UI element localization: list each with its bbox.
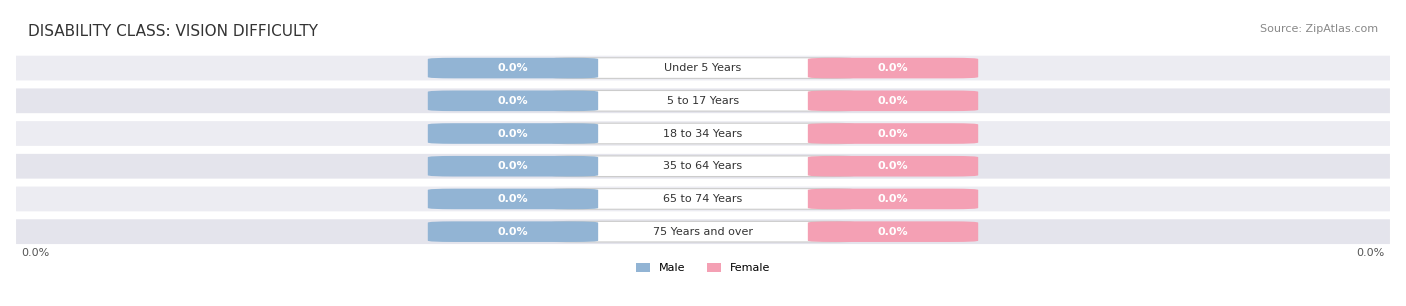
Legend: Male, Female: Male, Female	[631, 259, 775, 278]
Text: 65 to 74 Years: 65 to 74 Years	[664, 194, 742, 204]
FancyBboxPatch shape	[15, 153, 1391, 180]
Text: 0.0%: 0.0%	[877, 161, 908, 171]
FancyBboxPatch shape	[553, 188, 853, 209]
FancyBboxPatch shape	[427, 156, 598, 177]
FancyBboxPatch shape	[553, 156, 853, 177]
FancyBboxPatch shape	[553, 91, 853, 111]
FancyBboxPatch shape	[15, 55, 1391, 81]
FancyBboxPatch shape	[808, 221, 979, 242]
FancyBboxPatch shape	[808, 188, 979, 209]
Text: 0.0%: 0.0%	[498, 161, 529, 171]
FancyBboxPatch shape	[15, 120, 1391, 147]
Text: 0.0%: 0.0%	[877, 129, 908, 139]
Text: 5 to 17 Years: 5 to 17 Years	[666, 96, 740, 106]
Text: 18 to 34 Years: 18 to 34 Years	[664, 129, 742, 139]
FancyBboxPatch shape	[808, 58, 979, 78]
FancyBboxPatch shape	[427, 58, 598, 78]
Text: Under 5 Years: Under 5 Years	[665, 63, 741, 73]
FancyBboxPatch shape	[553, 123, 853, 144]
FancyBboxPatch shape	[808, 91, 979, 111]
FancyBboxPatch shape	[427, 123, 598, 144]
Text: 0.0%: 0.0%	[877, 63, 908, 73]
Text: Source: ZipAtlas.com: Source: ZipAtlas.com	[1260, 24, 1378, 35]
FancyBboxPatch shape	[15, 218, 1391, 245]
Text: 0.0%: 0.0%	[877, 194, 908, 204]
Text: 0.0%: 0.0%	[498, 194, 529, 204]
Text: 0.0%: 0.0%	[877, 96, 908, 106]
Text: 0.0%: 0.0%	[877, 227, 908, 237]
Text: 0.0%: 0.0%	[498, 63, 529, 73]
Text: 0.0%: 0.0%	[498, 96, 529, 106]
Text: 0.0%: 0.0%	[21, 248, 49, 258]
Text: 75 Years and over: 75 Years and over	[652, 227, 754, 237]
FancyBboxPatch shape	[808, 123, 979, 144]
Text: 0.0%: 0.0%	[498, 129, 529, 139]
Text: 0.0%: 0.0%	[1357, 248, 1385, 258]
FancyBboxPatch shape	[553, 221, 853, 242]
FancyBboxPatch shape	[553, 58, 853, 78]
FancyBboxPatch shape	[427, 188, 598, 209]
Text: DISABILITY CLASS: VISION DIFFICULTY: DISABILITY CLASS: VISION DIFFICULTY	[28, 24, 318, 39]
FancyBboxPatch shape	[15, 185, 1391, 212]
Text: 0.0%: 0.0%	[498, 227, 529, 237]
FancyBboxPatch shape	[427, 91, 598, 111]
FancyBboxPatch shape	[15, 88, 1391, 114]
Text: 35 to 64 Years: 35 to 64 Years	[664, 161, 742, 171]
FancyBboxPatch shape	[427, 221, 598, 242]
FancyBboxPatch shape	[808, 156, 979, 177]
